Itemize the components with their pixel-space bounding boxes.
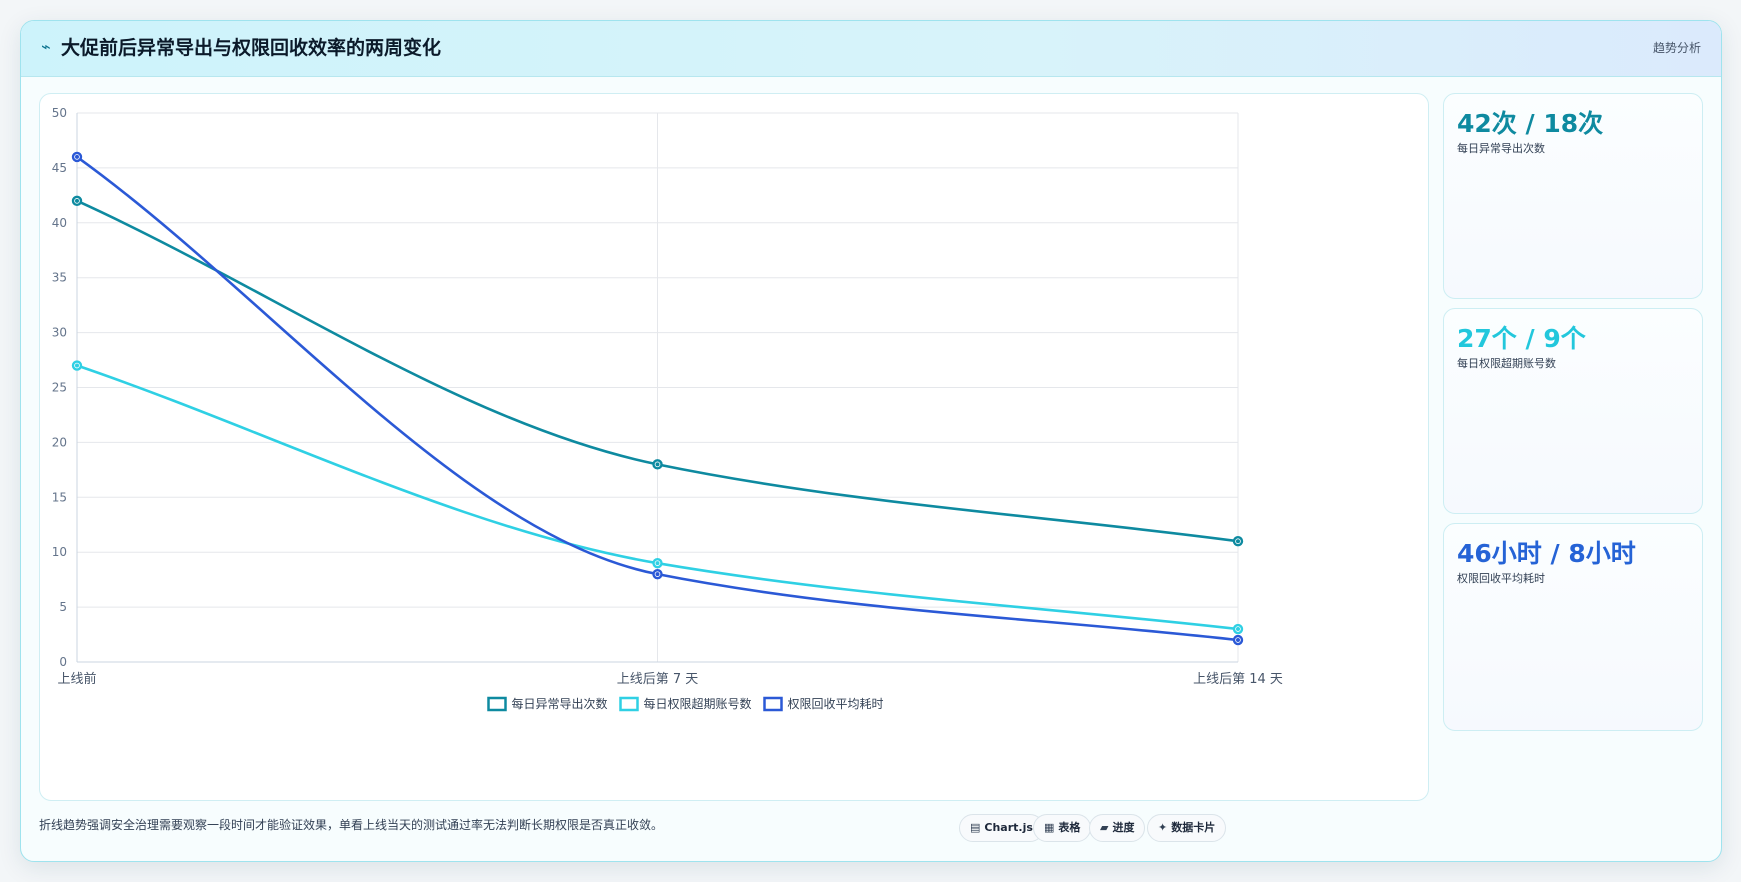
y-tick-label: 20 bbox=[52, 435, 67, 449]
y-tick-label: 50 bbox=[52, 106, 67, 120]
chip-label: 数据卡片 bbox=[1171, 821, 1216, 834]
data-point-core bbox=[1236, 638, 1240, 643]
kpi-card-overdue-accounts: 27个 / 9个 每日权限超期账号数 bbox=[1443, 308, 1703, 514]
chart-icon: ▤ bbox=[970, 821, 981, 834]
y-tick-label: 15 bbox=[52, 490, 67, 504]
legend-swatch bbox=[487, 696, 507, 712]
sparkle-icon: ✦ bbox=[1158, 821, 1168, 834]
chip-chartjs[interactable]: ▤ Chart.js bbox=[959, 814, 1044, 842]
kpi-value: 42次 / 18次 bbox=[1457, 109, 1604, 138]
data-point-core bbox=[655, 572, 660, 577]
line-chart: 0 5 10 15 20 25 30 35 40 45 50 上线前 上线后第 7 天 上线后第 14 天… bbox=[52, 106, 1283, 712]
kpi-label: 权限回收平均耗时 bbox=[1457, 572, 1545, 585]
y-tick-label: 45 bbox=[52, 161, 67, 175]
kpi-label: 每日权限超期账号数 bbox=[1457, 357, 1556, 370]
card-header: ⌁ 大促前后异常导出与权限回收效率的两周变化 趋势分析 bbox=[21, 21, 1721, 77]
kpi-label: 每日异常导出次数 bbox=[1457, 142, 1545, 155]
data-point-core bbox=[655, 462, 660, 467]
chip-table[interactable]: ▦ 表格 bbox=[1033, 814, 1092, 842]
y-tick-label: 10 bbox=[52, 545, 67, 559]
data-point-core bbox=[1236, 539, 1240, 544]
analysis-tag[interactable]: 趋势分析 bbox=[1652, 41, 1701, 55]
chip-data-card[interactable]: ✦ 数据卡片 bbox=[1147, 814, 1227, 842]
legend-swatch bbox=[763, 696, 783, 712]
y-tick-label: 40 bbox=[52, 216, 67, 230]
legend-swatch bbox=[619, 696, 639, 712]
data-point-core bbox=[1236, 627, 1240, 632]
y-tick-label: 0 bbox=[59, 655, 67, 669]
legend-label: 每日异常导出次数 bbox=[512, 696, 608, 711]
chart-card: ⌁ 大促前后异常导出与权限回收效率的两周变化 趋势分析 0 5 10 15 20 25 30… bbox=[20, 20, 1722, 862]
y-tick-label: 25 bbox=[52, 381, 67, 395]
x-tick-label: 上线后第 14 天 bbox=[1193, 672, 1283, 687]
chip-label: 表格 bbox=[1058, 821, 1081, 834]
data-point-core bbox=[75, 198, 79, 203]
y-tick-label: 5 bbox=[59, 600, 67, 614]
chip-label: 进度 bbox=[1112, 821, 1135, 834]
kpi-value: 27个 / 9个 bbox=[1457, 324, 1586, 353]
kpi-card-revoke-time: 46小时 / 8小时 权限回收平均耗时 bbox=[1443, 523, 1703, 731]
y-tick-label: 35 bbox=[52, 271, 67, 285]
x-tick-label: 上线前 bbox=[57, 671, 96, 687]
line-chart-panel: 0 5 10 15 20 25 30 35 40 45 50 上线前 上线后第 7 天 上线后第 14 天… bbox=[39, 93, 1429, 801]
x-tick-label: 上线后第 7 天 bbox=[617, 672, 699, 687]
legend-label: 权限回收平均耗时 bbox=[788, 697, 884, 711]
kpi-card-abnormal-exports: 42次 / 18次 每日异常导出次数 bbox=[1443, 93, 1703, 299]
legend-label: 每日权限超期账号数 bbox=[644, 696, 752, 711]
data-point-core bbox=[75, 363, 79, 368]
data-point-core bbox=[655, 561, 660, 566]
series-line bbox=[76, 155, 1239, 642]
chip-label: Chart.js bbox=[984, 821, 1033, 834]
chip-progress[interactable]: ▰ 进度 bbox=[1089, 814, 1146, 842]
lightning-icon: ⌁ bbox=[41, 37, 51, 56]
table-icon: ▦ bbox=[1044, 821, 1055, 834]
data-point-core bbox=[75, 154, 79, 159]
progress-icon: ▰ bbox=[1100, 821, 1109, 834]
kpi-value: 46小时 / 8小时 bbox=[1457, 539, 1636, 568]
y-tick-label: 30 bbox=[52, 326, 67, 340]
footer-note: 折线趋势强调安全治理需要观察一段时间才能验证效果，单看上线当天的测试通过率无法判… bbox=[39, 818, 664, 832]
card-title: 大促前后异常导出与权限回收效率的两周变化 bbox=[61, 37, 442, 59]
